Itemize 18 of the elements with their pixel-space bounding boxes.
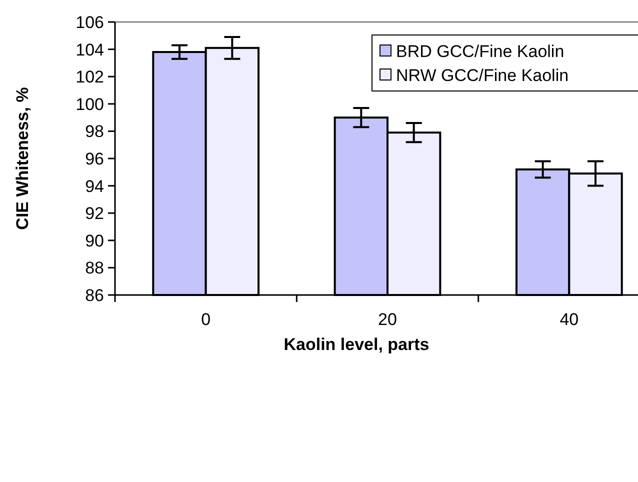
legend-label: NRW GCC/Fine Kaolin [396, 66, 569, 85]
x-tick-label: 20 [378, 310, 397, 329]
y-tick-label: 96 [85, 149, 104, 168]
y-tick-label: 88 [85, 258, 104, 278]
y-tick-label: 92 [85, 204, 104, 224]
y-tick-label: 106 [76, 12, 104, 32]
x-tick-label: 0 [201, 310, 211, 329]
y-tick-label: 98 [85, 122, 104, 142]
y-tick-label: 90 [85, 231, 104, 250]
y-tick-label: 104 [76, 40, 104, 60]
x-axis-title: Kaolin level, parts [284, 335, 430, 354]
legend-label: BRD GCC/Fine Kaolin [396, 42, 564, 61]
y-tick-label: 102 [76, 68, 104, 87]
y-tick-label: 100 [76, 94, 104, 114]
y-tick-label: 94 [85, 176, 104, 196]
y-tick-label: 86 [85, 286, 104, 305]
y-axis-title: CIE Whiteness, % [13, 87, 32, 230]
x-tick-label: 40 [560, 310, 579, 329]
